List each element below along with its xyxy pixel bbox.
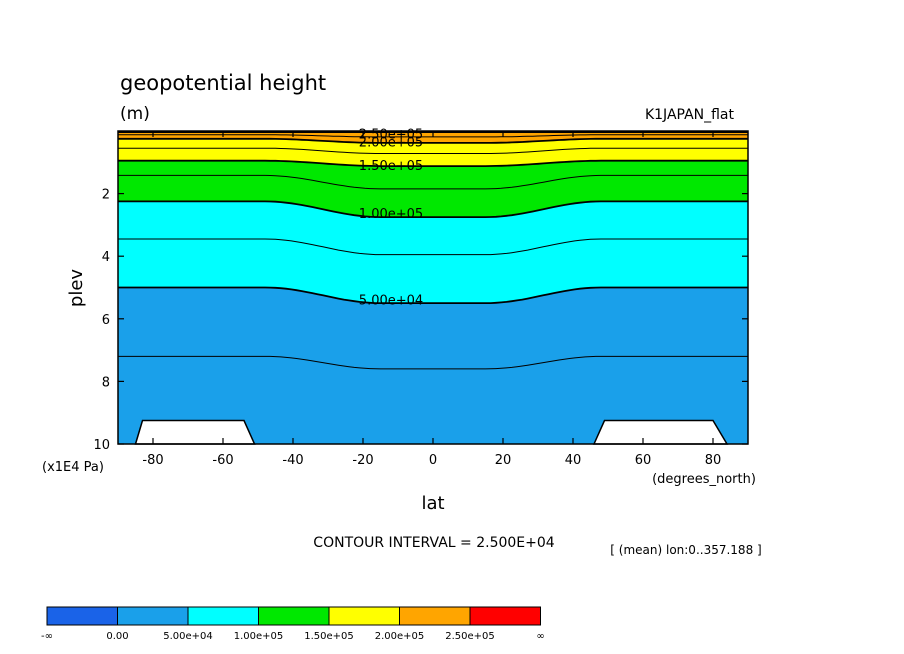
y-axis-label: plev [66,269,87,308]
contour-line [118,159,748,167]
y-tick-label: 2 [102,188,110,203]
y-tick-label: 4 [102,250,110,265]
contour-label: 1.50e+05 [359,159,423,174]
contour-label: 5.00e+04 [359,293,423,308]
colorbar-label: 1.50e+05 [304,631,354,642]
colorbar-label: 2.00e+05 [375,631,425,642]
fill-band-0-50000 [118,287,748,444]
topography-mask [134,419,729,445]
colorbar-swatch [187,606,259,626]
fill-band-50000-100000 [118,201,748,304]
x-tick-label: 60 [635,453,652,468]
x-tick-label: 0 [429,453,437,468]
x-tick-label: -60 [212,453,233,468]
y-axis-units: (x1E4 Pa) [42,460,104,475]
x-tick-label: -20 [352,453,373,468]
contour-line [118,174,748,190]
x-tick-label: 20 [495,453,512,468]
colorbar-label: ∞ [536,631,544,642]
colorbar-swatch [328,606,400,626]
colorbar-label: 2.50e+05 [445,631,495,642]
contour-label: 2.00e+05 [359,136,423,151]
colorbar-swatch [469,606,541,626]
topography-north [592,419,729,445]
contour-line [118,238,748,256]
contour-line [118,286,748,304]
x-axis: -80 -60 -40 -20 0 20 40 60 80 [142,131,721,468]
y-tick-label: 6 [102,313,110,328]
colorbar-label: 0.00 [106,631,128,642]
fill-band-150000-200000 [118,138,748,167]
dataset-label: K1JAPAN_flat [645,107,735,123]
x-axis-label: lat [421,493,444,514]
contour-line [118,355,748,370]
contour-line [118,200,748,218]
x-tick-label: 80 [705,453,722,468]
chart-title: geopotential height [120,71,326,95]
colorbar-label: 1.00e+05 [234,631,284,642]
colorbar-swatch [117,606,189,626]
contour-line [118,137,748,144]
y-tick-label: 10 [93,438,110,453]
x-tick-label: 40 [565,453,582,468]
contour-label: 1.00e+05 [359,207,423,222]
x-tick-label: -40 [282,453,303,468]
y-tick-label: 8 [102,375,110,390]
y-axis: 2 4 6 8 10 [93,188,748,453]
contour-fills [118,131,748,444]
colorbar: -∞ 0.00 5.00e+04 1.00e+05 1.50e+05 2.00e+05 2.… [41,606,545,642]
contour-line [118,147,748,154]
colorbar-swatch [399,606,471,626]
mean-text: [ (mean) lon:0..357.188 ] [610,543,761,557]
colorbar-label: -∞ [41,631,53,642]
contour-interval-text: CONTOUR INTERVAL = 2.500E+04 [313,535,554,551]
colorbar-swatch [258,606,330,626]
colorbar-swatch [46,606,118,626]
chart-units: (m) [120,104,150,124]
colorbar-label: 5.00e+04 [163,631,213,642]
x-tick-label: -80 [142,453,163,468]
x-axis-units: (degrees_north) [652,472,756,487]
